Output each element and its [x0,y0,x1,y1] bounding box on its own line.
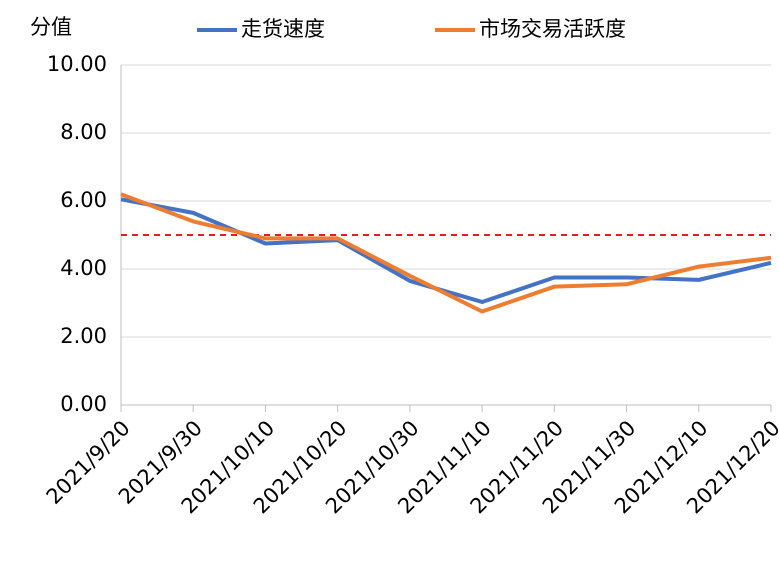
y-tick-label: 0.00 [60,392,107,416]
y-tick-label: 2.00 [60,324,107,348]
series-line [120,192,772,314]
y-tick-label: 6.00 [60,188,107,212]
y-tick-label: 4.00 [60,256,107,280]
series-line [120,197,772,304]
legend-label: 走货速度 [241,17,325,41]
legend-label: 市场交易活跃度 [479,17,626,41]
y-tick-label: 8.00 [60,120,107,144]
y-axis-title: 分值 [30,15,72,39]
y-tick-label: 10.00 [47,52,107,76]
